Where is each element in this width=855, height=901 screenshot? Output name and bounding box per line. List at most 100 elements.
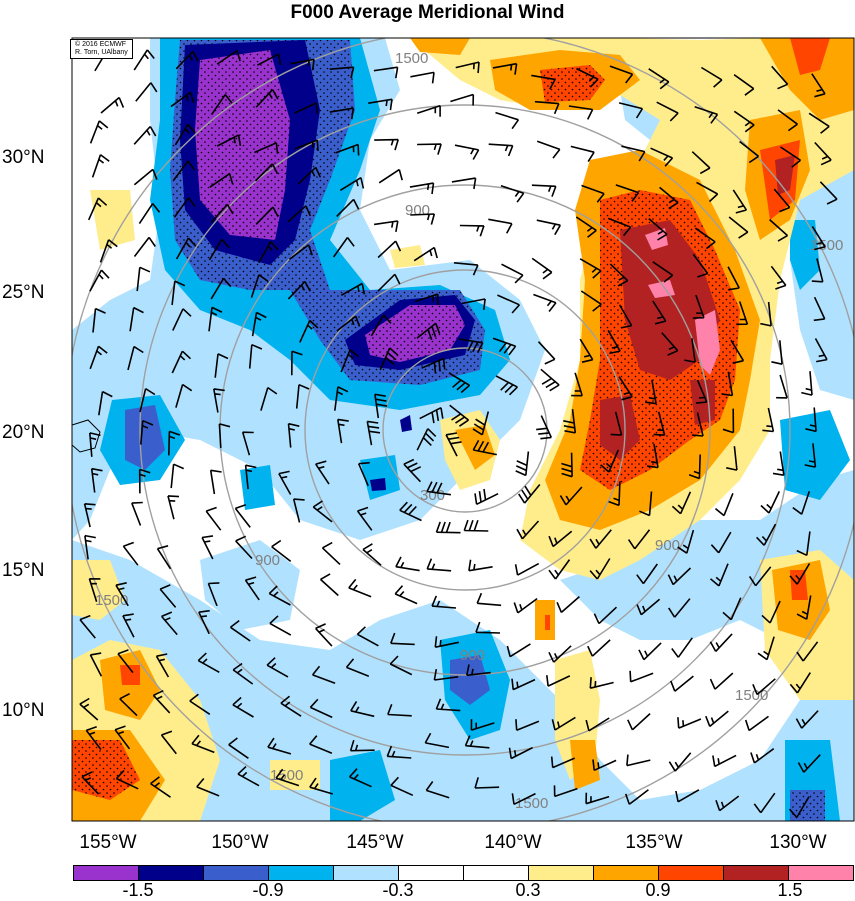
wind-barb [536,140,561,159]
wind-barb [581,184,605,203]
wind-barb [435,698,461,712]
wind-barb [709,563,729,587]
wind-barb [618,102,644,119]
wind-barb [757,636,775,661]
lat-label-25n: 25°N [2,282,45,303]
wind-barb [450,93,475,106]
wind-barb [548,530,573,548]
wind-barb [311,665,336,685]
wind-barb [138,468,151,494]
wind-barb [413,246,438,262]
wind-barb [378,168,403,184]
wind-barb [197,652,220,673]
colorbar-swatch-5 [399,866,464,880]
wind-barb [568,105,594,120]
wind-barb [534,100,560,115]
wind-barb [795,710,819,729]
wind-barb [189,693,211,715]
wind-barb [403,458,422,483]
ring-300 [382,347,548,513]
wind-barb [609,65,634,84]
wind-barb [777,109,798,132]
lon-label-130w: 130°W [769,832,827,853]
wind-barb [268,585,291,606]
wind-barb [688,454,701,480]
wind-barb [92,307,106,333]
wind-barb [377,273,401,292]
wind-barb [789,563,811,585]
wind-barb [537,341,556,365]
lon-label-150w: 150°W [211,832,269,853]
wind-barb [336,198,360,217]
colorbar-label-neg-1-5: -1.5 [122,880,154,900]
wind-barb [337,418,349,444]
wind-barb [776,374,788,399]
wind-barb [492,337,517,356]
wind-barb [433,669,459,681]
wind-barb [576,67,599,88]
wind-barb [677,717,702,729]
wind-barb [475,621,501,634]
wind-barb [476,592,502,607]
wind-barb [173,197,196,218]
wind-barb [122,541,139,566]
wind-barb [350,700,375,718]
colorbar-swatch-9 [659,866,724,880]
wind-barb [548,559,571,580]
wind-barb [88,578,101,602]
wind-barb [138,203,161,225]
wind-barb [650,147,674,167]
wind-barb [474,777,500,789]
wind-barb [589,529,612,549]
wind-barb [607,217,632,237]
wind-barb [114,725,131,750]
wind-barb [721,371,734,397]
wind-barb [435,521,461,534]
wind-barb [251,311,267,337]
contour-label-300: 300 [420,487,445,504]
wind-barb [670,675,694,692]
wind-barb [315,460,330,485]
wind-barb [248,343,263,369]
wind-barb [336,315,361,332]
wind-barb [760,301,772,327]
colorbar-swatch-8 [594,866,659,880]
wind-barb [692,412,704,437]
wind-barb [463,519,489,532]
wind-barb [133,168,158,186]
wind-barb [244,576,260,601]
wind-barb [458,338,484,353]
wind-barb [81,771,100,795]
wind-barb [235,535,253,560]
wind-barb [472,440,497,456]
contour-label-900-bottom: 900 [460,647,485,664]
wind-barb [234,503,251,528]
wind-barb [627,529,651,550]
wind-barb [255,206,279,225]
wind-barb [267,737,292,755]
wind-barb [89,120,109,144]
wind-barb [579,338,594,363]
wind-barb [209,173,234,188]
wind-barb [468,559,493,572]
wind-barb [115,769,139,790]
wind-barb [280,695,302,717]
wind-barb [692,294,705,319]
wind-barb [315,623,333,647]
wind-barb [801,371,813,396]
wind-barb [694,106,719,124]
wind-barb [726,446,738,471]
wind-barb [218,423,231,448]
wind-barb [379,347,399,371]
wind-barb [79,697,99,721]
wind-barb [294,139,319,152]
wind-barb [258,241,279,264]
wind-barb [390,776,414,797]
wind-barb [416,105,441,117]
wind-barb [129,306,144,332]
wind-barb [356,506,373,531]
wind-barb [133,125,157,145]
wind-barb [661,332,679,356]
wind-barb [287,422,300,448]
wind-barb [295,383,310,409]
